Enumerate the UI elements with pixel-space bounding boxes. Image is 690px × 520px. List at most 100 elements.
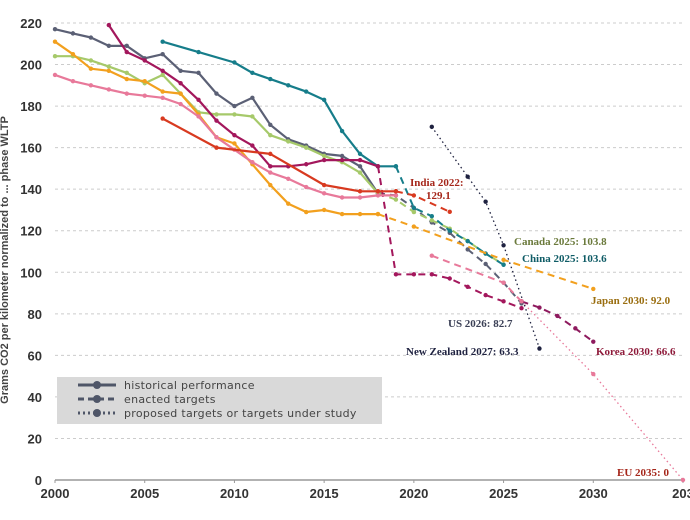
- annotation-new-zealand: New Zealand 2027: 63.3: [406, 346, 519, 358]
- point-new-zealand: [537, 346, 542, 351]
- point-canada-target-line: [232, 112, 237, 117]
- point-japan: [178, 91, 183, 96]
- point-japan: [339, 211, 345, 217]
- y-tick-label: 160: [20, 141, 42, 156]
- point-eu: [88, 83, 94, 88]
- point-india: [393, 189, 399, 194]
- point-canada-target-line: [304, 145, 309, 150]
- point-us: [196, 97, 201, 103]
- x-tick-label: 2000: [41, 486, 70, 501]
- legend-label: proposed targets or targets under study: [124, 407, 357, 420]
- point-korea: [573, 326, 578, 331]
- point-japan: [160, 89, 165, 94]
- point-eu: [519, 299, 524, 304]
- point-china: [321, 97, 327, 103]
- x-tick-labels: 2000 2005 2010 2015 2020 2025 2030 203: [41, 486, 690, 501]
- point-canada: [214, 91, 219, 96]
- point-canada: [70, 31, 76, 36]
- point-us: [124, 49, 129, 55]
- legend-marker: [93, 409, 101, 417]
- point-new-zealand: [465, 174, 470, 179]
- series-lines: [52, 22, 686, 483]
- point-india: [268, 151, 273, 157]
- line-eu-proposed: [521, 300, 684, 481]
- point-eu: [304, 184, 309, 190]
- point-new-zealand: [483, 199, 488, 204]
- x-tick-label: 2030: [579, 486, 608, 501]
- point-us: [232, 132, 237, 138]
- point-us: [465, 284, 470, 290]
- point-canada: [483, 261, 488, 267]
- point-canada-target-line: [393, 197, 399, 202]
- annotation-us: US 2026: 82.7: [448, 318, 513, 330]
- point-canada-target-line: [411, 209, 417, 215]
- point-eu: [268, 170, 273, 175]
- point-eu: [124, 91, 129, 96]
- point-us: [339, 157, 345, 163]
- x-tick-label: 2020: [399, 486, 428, 501]
- series-new-zealand-proposed: [429, 124, 542, 351]
- point-canada-target-line: [124, 70, 129, 76]
- series-us-historical: [106, 22, 381, 169]
- y-axis: 0 20 40 60 80 100 120 140 160 180 200 220: [20, 16, 42, 488]
- point-china: [429, 213, 434, 219]
- point-canada: [52, 27, 58, 32]
- point-japan: [286, 201, 291, 206]
- point-canada: [232, 103, 237, 109]
- line-korea-enacted: [521, 300, 594, 343]
- legend-marker: [93, 395, 101, 403]
- point-eu: [591, 371, 596, 377]
- x-tick-label: 2010: [220, 486, 249, 501]
- y-tick-label: 180: [20, 99, 42, 114]
- point-japan: [142, 78, 147, 84]
- point-us: [447, 276, 452, 281]
- point-india: [160, 116, 165, 121]
- point-china: [411, 205, 417, 211]
- point-us: [429, 272, 434, 277]
- point-china: [304, 89, 309, 94]
- point-us: [321, 157, 327, 163]
- point-us: [375, 164, 381, 169]
- point-canada-target-line: [321, 153, 327, 159]
- point-eu: [357, 195, 363, 200]
- point-canada: [106, 43, 112, 49]
- point-canada-target-line: [88, 58, 94, 63]
- point-japan: [52, 39, 58, 44]
- y-tick-label: 60: [28, 348, 42, 363]
- point-new-zealand: [501, 243, 506, 248]
- x-tick-label: 203: [672, 486, 690, 501]
- point-eu: [52, 72, 58, 78]
- point-canada-target-line: [160, 72, 165, 78]
- point-us: [304, 162, 309, 167]
- point-canada-target-line: [357, 170, 363, 175]
- point-india: [447, 209, 452, 215]
- point-canada: [268, 122, 273, 127]
- point-china: [501, 262, 506, 267]
- annotation-india-2: 129.1: [426, 190, 451, 202]
- point-eu: [178, 101, 183, 107]
- point-us: [268, 164, 273, 169]
- point-japan: [268, 182, 273, 188]
- legend-label: enacted targets: [124, 393, 216, 406]
- point-japan: [501, 257, 506, 263]
- annotation-canada: Canada 2025: 103.8: [514, 236, 607, 248]
- point-canada: [465, 247, 470, 252]
- point-china: [286, 83, 291, 88]
- y-tick-label: 140: [20, 182, 42, 197]
- point-japan: [591, 286, 596, 292]
- x-tick-label: 2025: [489, 486, 518, 501]
- annotation-eu: EU 2035: 0: [617, 467, 669, 479]
- point-us: [250, 143, 255, 148]
- line-eu-enacted: [431, 254, 523, 303]
- point-new-zealand: [429, 124, 434, 130]
- annotation-china: China 2025: 103.6: [522, 253, 607, 265]
- series-canada-enacted: [375, 191, 524, 306]
- point-eu: [375, 193, 381, 198]
- series-canada-target-line-historical: [52, 54, 381, 196]
- point-china: [393, 164, 399, 169]
- point-canada-target-line: [268, 132, 273, 138]
- point-india: [357, 189, 363, 194]
- x-tick-label: 2005: [130, 486, 159, 501]
- point-eu: [106, 87, 112, 92]
